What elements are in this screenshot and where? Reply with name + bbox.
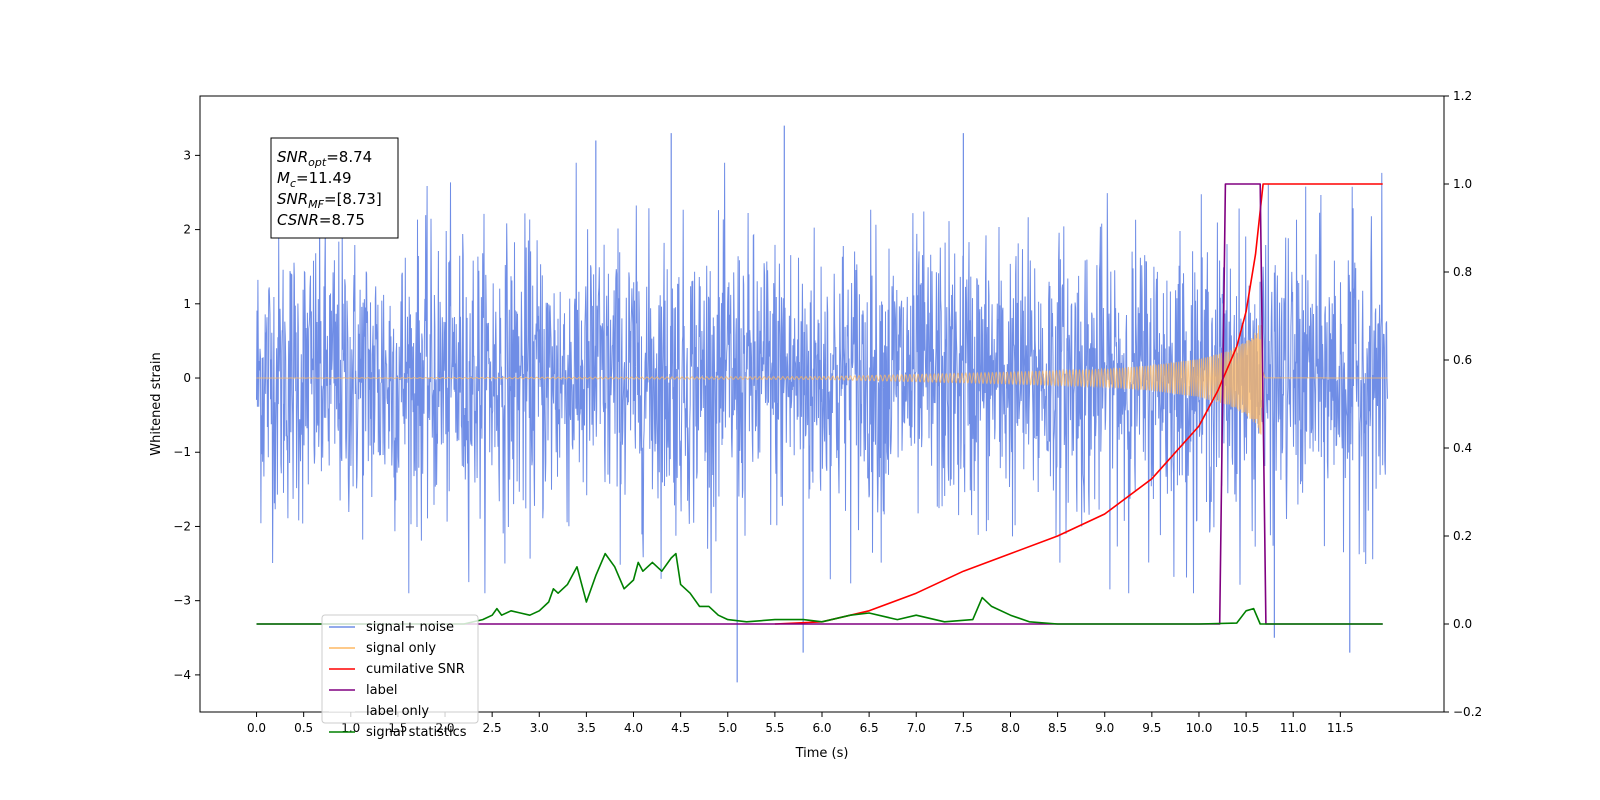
y-right-tick-label: 0.0 (1453, 617, 1472, 631)
x-tick-label: 6.5 (860, 721, 879, 735)
series-signal-statistics (256, 552, 1383, 625)
x-tick-label: 9.5 (1142, 721, 1161, 735)
x-tick-label: 9.0 (1095, 721, 1114, 735)
legend-label: signal+ noise (366, 620, 454, 635)
y-axis-right: −0.2 0.0 0.2 0.4 0.6 0.8 1.0 1.2 (1444, 89, 1482, 719)
x-tick-label: 5.5 (765, 721, 784, 735)
y-left-tick-label: 2 (183, 223, 191, 237)
y-axis-label: Whitened strain (149, 352, 164, 455)
y-right-tick-label: 0.2 (1453, 529, 1472, 543)
y-left-tick-label: 1 (183, 297, 191, 311)
legend-label: label only (366, 704, 429, 719)
legend-label: signal only (366, 641, 436, 656)
x-tick-label: 0.5 (294, 721, 313, 735)
y-left-tick-label: 3 (183, 148, 191, 162)
legend: signal+ noise signal only cumilative SNR la… (321, 614, 479, 740)
y-right-tick-label: 0.6 (1453, 353, 1472, 367)
series-cumilative-snr (774, 183, 1383, 625)
plot-area (256, 125, 1388, 683)
x-tick-label: 5.0 (718, 721, 737, 735)
annotation-line: SNRMF=[8.73] (277, 190, 382, 211)
x-tick-label: 8.5 (1048, 721, 1067, 735)
annotation-line: Mc=11.49 (277, 169, 352, 190)
annotation-line: CSNR=8.75 (277, 211, 365, 229)
legend-label: cumilative SNR (366, 662, 465, 677)
x-tick-label: 11.5 (1327, 721, 1354, 735)
x-tick-label: 1.5 (388, 721, 407, 735)
x-tick-label: 3.0 (530, 721, 549, 735)
x-tick-label: 8.0 (1001, 721, 1020, 735)
y-left-tick-label: −2 (173, 519, 191, 533)
legend-label: label (366, 683, 397, 698)
x-axis-label: Time (s) (795, 746, 849, 761)
y-right-tick-label: 1.0 (1453, 177, 1472, 191)
x-tick-label: 10.5 (1233, 721, 1260, 735)
y-left-tick-label: 0 (183, 371, 191, 385)
x-axis: 0.0 0.5 1.0 1.5 2.0 2.5 3.0 3.5 4.0 4.5 5.0 5.5 6.0 6… (247, 712, 1354, 735)
x-tick-label: 2.0 (435, 721, 454, 735)
series-signal-noise (256, 162, 1388, 594)
legend-frame (321, 614, 479, 724)
y-right-tick-label: 0.4 (1453, 441, 1472, 455)
x-tick-label: 2.5 (483, 721, 502, 735)
y-left-tick-label: −1 (173, 445, 191, 459)
x-tick-label: 0.0 (247, 721, 266, 735)
y-right-tick-label: 0.8 (1453, 265, 1472, 279)
x-tick-label: 4.5 (671, 721, 690, 735)
legend-label: signal statistics (366, 725, 467, 740)
y-right-tick-label: 1.2 (1453, 89, 1472, 103)
y-left-tick-label: −3 (173, 594, 191, 608)
series-signal-only (256, 324, 1388, 435)
x-tick-label: 6.0 (812, 721, 831, 735)
x-tick-label: 4.0 (624, 721, 643, 735)
annotation-frame (270, 137, 399, 239)
annotation-line: SNRopt=8.74 (277, 148, 372, 169)
y-right-tick-label: −0.2 (1453, 705, 1482, 719)
y-axis-left: −4 −3 −2 −1 0 1 2 3 (173, 148, 200, 682)
x-tick-label: 7.0 (907, 721, 926, 735)
x-tick-label: 3.5 (577, 721, 596, 735)
x-tick-label: 10.0 (1186, 721, 1213, 735)
y-left-tick-label: −4 (173, 668, 191, 682)
x-tick-label: 7.5 (954, 721, 973, 735)
x-tick-label: 11.0 (1280, 721, 1307, 735)
